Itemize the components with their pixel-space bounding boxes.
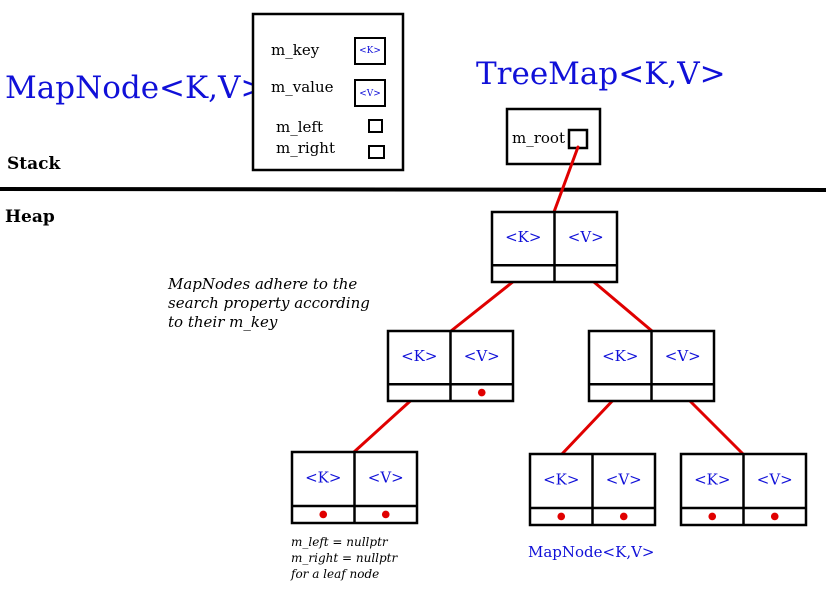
heap-label: Heap bbox=[5, 207, 55, 227]
node-key-text: <K> bbox=[543, 471, 579, 489]
m-left-label: m_left bbox=[276, 118, 323, 136]
null-pointer-dot bbox=[319, 510, 328, 519]
root-pointer bbox=[552, 145, 580, 214]
link-root-right bbox=[586, 275, 654, 333]
note-leaf-line-3: for a leaf node bbox=[290, 567, 379, 581]
node-rl: <K> <V> bbox=[528, 452, 657, 527]
node-rr: <K> <V> bbox=[679, 452, 808, 527]
node-value-text: <V> bbox=[665, 347, 701, 365]
null-pointer-dot bbox=[619, 512, 628, 521]
note-leaf-line-2: m_right = nullptr bbox=[291, 551, 399, 565]
node-key-text: <K> bbox=[602, 347, 638, 365]
null-pointer-dot bbox=[557, 512, 566, 521]
note-leaf-line-1: m_left = nullptr bbox=[291, 535, 389, 549]
m-left-slot bbox=[368, 119, 383, 133]
heap-nodes: <K> <V> <K> <V> <K> <V> <K> <V> <K> <V> <K> <V> bbox=[290, 210, 808, 527]
node-key-text: <K> bbox=[305, 469, 341, 487]
link-root-left bbox=[449, 275, 521, 333]
node-root: <K> <V> bbox=[490, 210, 619, 284]
treemap-title: TreeMap<K,V> bbox=[476, 56, 726, 92]
m-right-label: m_right bbox=[276, 139, 335, 157]
search-property-note: MapNodes adhere to the search property a… bbox=[167, 275, 370, 331]
note-search-line-3: to their m_key bbox=[168, 313, 278, 331]
mapnode-legend-box: m_key <K> m_value <V> m_left m_right bbox=[251, 12, 405, 172]
link-l-left bbox=[352, 392, 420, 454]
null-pointer-dot bbox=[381, 510, 390, 519]
m-value-label: m_value bbox=[271, 78, 334, 96]
m-root-label: m_root bbox=[512, 129, 565, 147]
node-value-text: <V> bbox=[757, 471, 793, 489]
null-pointer-dot bbox=[477, 388, 486, 397]
m-value-type: <V> bbox=[359, 89, 381, 99]
node-l: <K> <V> bbox=[386, 329, 515, 403]
node-ll: <K> <V> bbox=[290, 450, 419, 525]
leaf-caption: MapNode<K,V> bbox=[528, 543, 654, 561]
node-value-text: <V> bbox=[464, 347, 500, 365]
node-value-text: <V> bbox=[368, 469, 404, 487]
m-right-slot bbox=[368, 145, 385, 159]
null-pointer-dot bbox=[708, 512, 717, 521]
m-key-label: m_key bbox=[271, 41, 320, 59]
link-r-right bbox=[683, 394, 745, 456]
note-search-line-2: search property according bbox=[168, 294, 370, 312]
m-key-type: <K> bbox=[359, 46, 381, 56]
leaf-node-note: m_left = nullptr m_right = nullptr for a… bbox=[290, 535, 399, 581]
node-key-text: <K> bbox=[694, 471, 730, 489]
node-r: <K> <V> bbox=[587, 329, 716, 403]
note-search-line-1: MapNodes adhere to the bbox=[167, 275, 357, 293]
stack-label: Stack bbox=[7, 154, 61, 174]
node-key-text: <K> bbox=[505, 228, 541, 246]
node-value-text: <V> bbox=[606, 471, 642, 489]
pointer-links bbox=[352, 145, 745, 456]
node-key-text: <K> bbox=[401, 347, 437, 365]
stack-heap-divider bbox=[0, 187, 826, 192]
node-value-text: <V> bbox=[568, 228, 604, 246]
m-key-slot bbox=[354, 37, 386, 65]
link-r-left bbox=[560, 394, 619, 456]
treemap-box: m_root bbox=[505, 107, 602, 166]
mapnode-title: MapNode<K,V> bbox=[5, 70, 266, 106]
m-value-slot bbox=[354, 79, 386, 107]
null-pointer-dot bbox=[770, 512, 779, 521]
